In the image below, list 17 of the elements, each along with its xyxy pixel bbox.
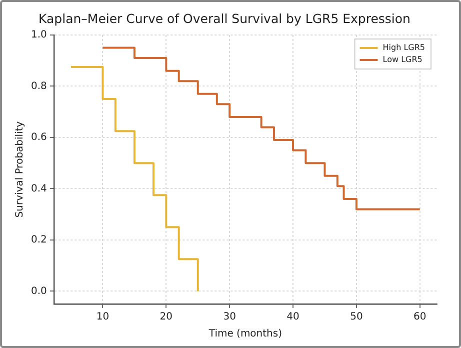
legend-label: Low LGR5 [382, 55, 422, 64]
y-tick-label: 0.6 [30, 132, 47, 144]
x-tick-label: 30 [223, 312, 236, 323]
x-tick-label: 50 [350, 312, 363, 323]
y-tick-label: 0.2 [30, 234, 47, 246]
x-axis-title: Time (months) [208, 328, 282, 340]
y-tick-label: 0.4 [30, 183, 47, 194]
x-tick-label: 20 [160, 312, 173, 323]
y-axis-title: Survival Probability [14, 121, 26, 218]
y-tick-label: 0.0 [30, 286, 47, 297]
x-tick-label: 40 [286, 312, 300, 323]
x-tick-label: 10 [96, 312, 110, 323]
y-tick-label: 1.0 [30, 30, 47, 41]
legend-label: High LGR5 [382, 43, 425, 52]
chart-title: Kaplan–Meier Curve of Overall Survival by LGR5 Expression [38, 10, 410, 26]
y-tick-label: 0.8 [30, 80, 47, 92]
x-tick-label: 60 [414, 312, 426, 323]
